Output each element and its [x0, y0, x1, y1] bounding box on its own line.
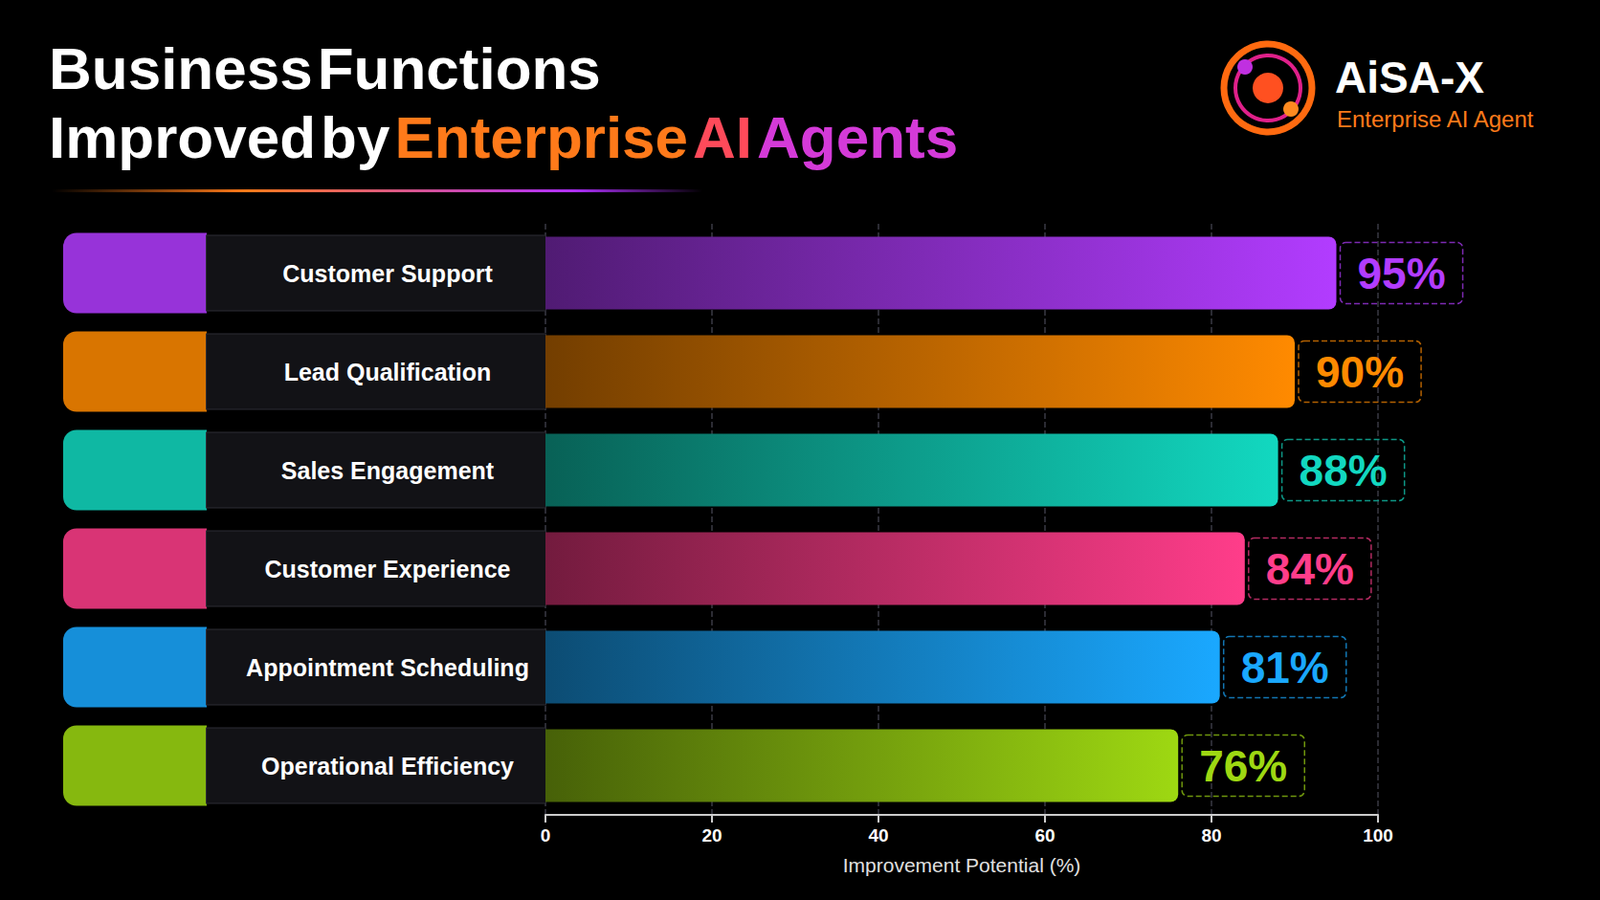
svg-text:0: 0	[540, 825, 552, 846]
svg-text:76%: 76%	[1199, 741, 1288, 792]
svg-text:81%: 81%	[1241, 643, 1330, 693]
svg-text:Improved: Improved	[48, 104, 316, 171]
svg-text:20: 20	[701, 825, 722, 846]
svg-text:Customer Support: Customer Support	[282, 260, 493, 288]
svg-text:90%: 90%	[1315, 347, 1404, 398]
svg-text:Lead Qualification: Lead Qualification	[284, 358, 492, 386]
svg-text:88%: 88%	[1299, 445, 1388, 496]
svg-text:84%: 84%	[1266, 544, 1355, 595]
svg-text:80: 80	[1200, 825, 1222, 846]
svg-text:by: by	[320, 104, 391, 171]
svg-text:95%: 95%	[1357, 248, 1446, 299]
svg-text:Agents: Agents	[756, 104, 958, 171]
svg-text:AiSA-X: AiSA-X	[1334, 52, 1485, 103]
svg-text:Sales Engagement: Sales Engagement	[281, 457, 495, 485]
svg-text:Appointment Scheduling: Appointment Scheduling	[245, 654, 530, 682]
svg-text:Operational Efficiency: Operational Efficiency	[261, 753, 514, 780]
svg-text:40: 40	[867, 825, 889, 846]
svg-text:Functions: Functions	[317, 35, 601, 102]
svg-text:Improvement Potential (%): Improvement Potential (%)	[843, 854, 1082, 877]
svg-text:Customer Experience: Customer Experience	[264, 555, 511, 583]
svg-text:Business: Business	[48, 35, 313, 102]
svg-text:100: 100	[1362, 825, 1394, 846]
svg-text:60: 60	[1034, 825, 1055, 846]
svg-text:Enterprise: Enterprise	[394, 104, 689, 171]
svg-text:Enterprise AI Agent: Enterprise AI Agent	[1336, 106, 1534, 133]
svg-text:AI: AI	[692, 104, 753, 171]
